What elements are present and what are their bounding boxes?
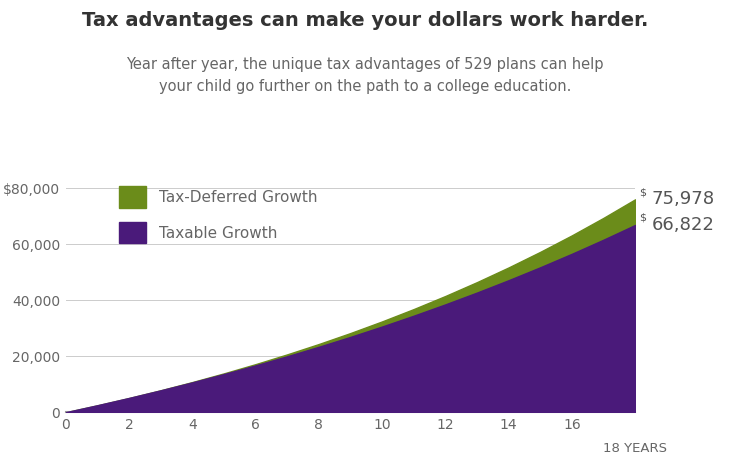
Text: 18 YEARS: 18 YEARS <box>603 442 667 455</box>
Text: Tax advantages can make your dollars work harder.: Tax advantages can make your dollars wor… <box>82 11 648 30</box>
Legend: Tax-Deferred Growth, Taxable Growth: Tax-Deferred Growth, Taxable Growth <box>119 186 317 244</box>
Text: Year after year, the unique tax advantages of 529 plans can help
your child go f: Year after year, the unique tax advantag… <box>126 57 604 94</box>
Text: 75,978: 75,978 <box>652 191 715 208</box>
Text: $: $ <box>639 213 646 223</box>
Text: 66,822: 66,822 <box>652 216 715 234</box>
Text: $: $ <box>639 187 646 197</box>
